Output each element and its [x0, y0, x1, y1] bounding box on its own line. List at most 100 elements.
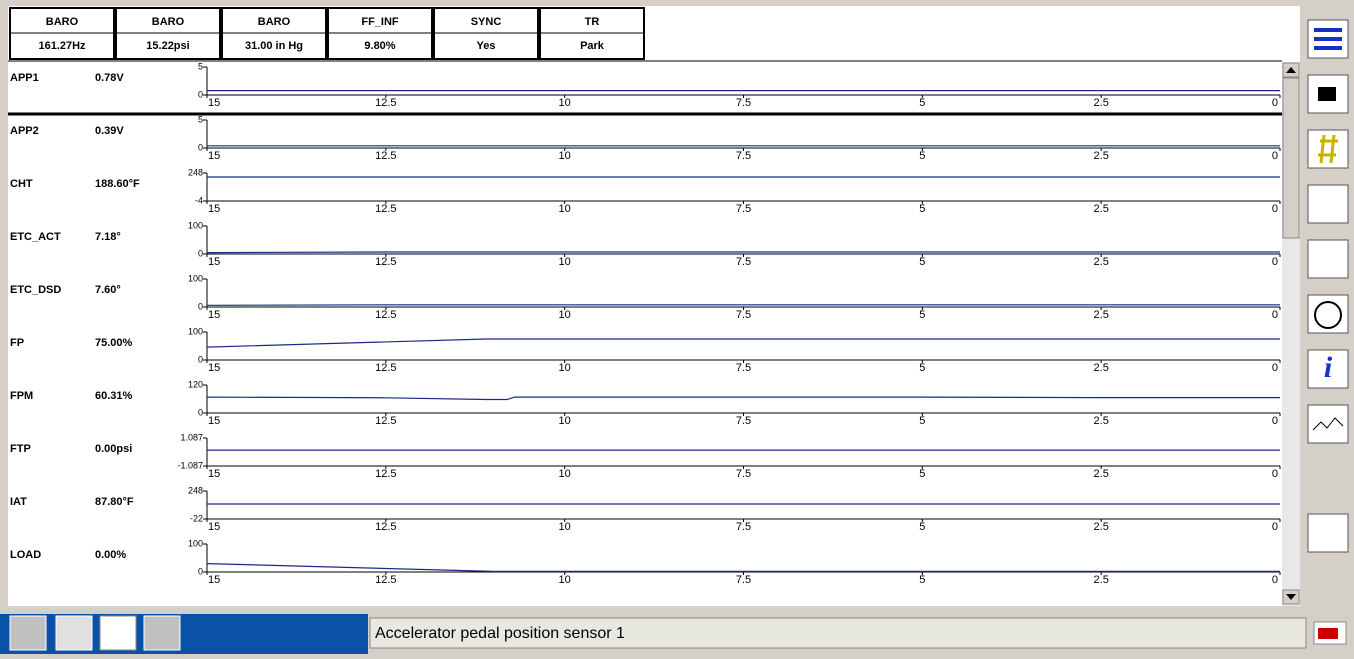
x-tick-label: 15: [208, 150, 220, 162]
x-tick-label: 0: [1272, 574, 1278, 586]
left-edge: [0, 0, 8, 612]
x-tick-label: 5: [919, 574, 925, 586]
scroll-thumb[interactable]: [1282, 77, 1300, 239]
header-label: SYNC: [471, 16, 502, 28]
toolbar: i: [1307, 19, 1349, 553]
graph-value: 0.39V: [95, 125, 124, 137]
x-tick-label: 7.5: [736, 256, 751, 268]
x-tick-label: 7.5: [736, 150, 751, 162]
x-tick-label: 0: [1272, 150, 1278, 162]
tool-select[interactable]: [1307, 184, 1349, 224]
x-tick-label: 12.5: [375, 574, 396, 586]
x-tick-label: 2.5: [1094, 309, 1109, 321]
x-tick-label: 7.5: [736, 574, 751, 586]
y-tick-label: -1.087: [177, 460, 203, 470]
x-tick-label: 10: [559, 415, 571, 427]
tool-edit[interactable]: [1307, 513, 1349, 553]
x-tick-label: 7.5: [736, 97, 751, 109]
icon-list: [1314, 28, 1342, 50]
y-tick-label: 248: [188, 485, 203, 495]
graph-value: 75.00%: [95, 337, 133, 349]
x-tick-label: 10: [559, 256, 571, 268]
x-tick-label: 7.5: [736, 203, 751, 215]
x-tick-label: 15: [208, 309, 220, 321]
x-tick-label: 7.5: [736, 521, 751, 533]
scroll-up-arrow: [1286, 67, 1296, 73]
y-tick-label: 5: [198, 61, 203, 71]
x-tick-label: 5: [919, 256, 925, 268]
signal-line: [206, 304, 1280, 306]
y-tick-label: 248: [188, 167, 203, 177]
x-tick-label: 12.5: [375, 521, 396, 533]
x-tick-label: 15: [208, 97, 220, 109]
x-tick-label: 12.5: [375, 256, 396, 268]
x-tick-label: 0: [1272, 97, 1278, 109]
graph-name: FTP: [10, 443, 31, 455]
graph-value: 87.80°F: [95, 496, 134, 508]
tool-graph[interactable]: [1307, 404, 1349, 444]
y-tick-label: 100: [188, 273, 203, 283]
tool-sheet[interactable]: [1307, 239, 1349, 279]
x-tick-label: 5: [919, 97, 925, 109]
x-tick-label: 10: [559, 309, 571, 321]
tab-4[interactable]: [143, 615, 181, 651]
x-tick-label: 12.5: [375, 415, 396, 427]
x-tick-label: 7.5: [736, 362, 751, 374]
x-tick-label: 2.5: [1094, 256, 1109, 268]
tool-info[interactable]: [1307, 349, 1349, 389]
x-tick-label: 2.5: [1094, 203, 1109, 215]
header-label: TR: [585, 16, 600, 28]
y-tick-label: 100: [188, 220, 203, 230]
x-tick-label: 10: [559, 574, 571, 586]
x-tick-label: 0: [1272, 468, 1278, 480]
status-box: [369, 617, 1307, 649]
x-tick-label: 7.5: [736, 415, 751, 427]
tab-1[interactable]: [9, 615, 47, 651]
x-tick-label: 0: [1272, 309, 1278, 321]
x-tick-label: 15: [208, 521, 220, 533]
header-value: 9.80%: [364, 40, 395, 52]
x-tick-label: 15: [208, 256, 220, 268]
tab-3[interactable]: [99, 615, 137, 651]
y-tick-label: 0: [198, 354, 203, 364]
x-tick-label: 2.5: [1094, 97, 1109, 109]
header-label: BARO: [152, 16, 185, 28]
y-tick-label: 0: [198, 566, 203, 576]
x-tick-label: 0: [1272, 415, 1278, 427]
y-tick-label: 5: [198, 114, 203, 124]
y-tick-label: 120: [188, 379, 203, 389]
x-tick-label: 10: [559, 97, 571, 109]
icon-graph: [1312, 417, 1344, 431]
graph-name: LOAD: [10, 549, 41, 561]
x-tick-label: 10: [559, 362, 571, 374]
x-tick-label: 5: [919, 468, 925, 480]
graph-name: ETC_ACT: [10, 231, 61, 243]
y-tick-label: 1.087: [180, 432, 203, 442]
graph-name: IAT: [10, 496, 27, 508]
y-tick-label: 0: [198, 142, 203, 152]
tool-number[interactable]: [1307, 129, 1349, 169]
icon-info: i: [1324, 351, 1333, 384]
signal-line: [206, 563, 1280, 573]
graph-value: 7.60°: [95, 284, 121, 296]
graph-value: 7.18°: [95, 231, 121, 243]
battery-level: [1318, 628, 1338, 639]
signal-line: [206, 338, 1280, 348]
graph-name: ETC_DSD: [10, 284, 61, 296]
x-tick-label: 7.5: [736, 468, 751, 480]
x-tick-label: 2.5: [1094, 362, 1109, 374]
header-label: BARO: [46, 16, 79, 28]
y-tick-label: -22: [190, 513, 203, 523]
tab-2[interactable]: [55, 615, 93, 651]
graph-name: FP: [10, 337, 24, 349]
graph-value: 0.00%: [95, 549, 126, 561]
x-tick-label: 5: [919, 415, 925, 427]
graph-value: 0.78V: [95, 72, 124, 84]
x-tick-label: 10: [559, 203, 571, 215]
y-tick-label: 0: [198, 248, 203, 258]
x-tick-label: 12.5: [375, 150, 396, 162]
tab-strip: [0, 614, 368, 654]
y-tick-label: -4: [195, 195, 203, 205]
x-tick-label: 10: [559, 521, 571, 533]
icon-camera: [1318, 87, 1336, 101]
